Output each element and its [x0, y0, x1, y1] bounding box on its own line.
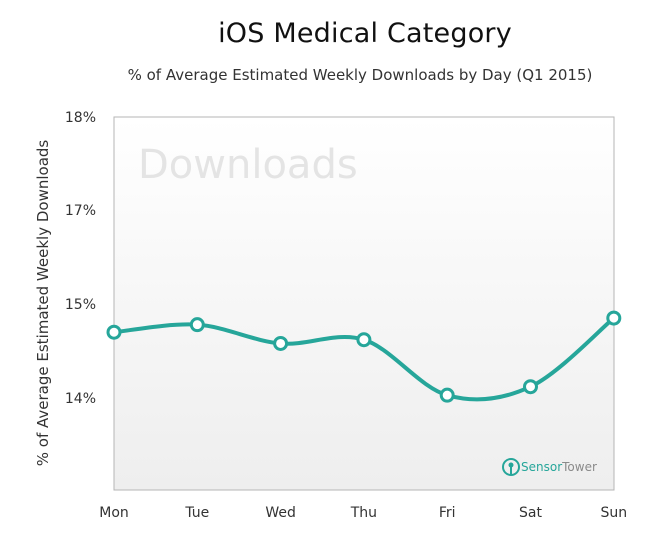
chart-title: iOS Medical Category	[218, 18, 512, 49]
data-point-fri	[439, 387, 455, 403]
y-tick-label: 15%	[65, 297, 96, 313]
data-point-mon	[106, 324, 122, 340]
y-axis-label: % of Average Estimated Weekly Downloads	[34, 140, 52, 467]
chart-subtitle: % of Average Estimated Weekly Downloads …	[127, 66, 593, 84]
data-points	[106, 310, 622, 403]
logo-text-sensor: Sensor	[521, 460, 562, 474]
x-tick-label: Thu	[350, 505, 377, 521]
sensor-tower-logo-icon	[502, 458, 520, 476]
x-tick-label: Sat	[519, 505, 542, 521]
y-tick-labels: 18% 17% 15% 14%	[65, 110, 96, 407]
sensor-tower-logo: SensorTower	[502, 458, 597, 476]
logo-text-tower: Tower	[561, 460, 597, 474]
data-point-sat	[523, 379, 538, 395]
sensor-tower-wordmark: SensorTower	[521, 460, 597, 474]
data-point-thu	[356, 332, 372, 348]
x-tick-label: Sun	[600, 505, 627, 521]
y-tick-label: 18%	[65, 110, 96, 126]
x-tick-label: Mon	[99, 505, 129, 521]
y-tick-label: 17%	[65, 203, 96, 219]
plot-area	[113, 116, 615, 491]
x-tick-label: Fri	[439, 505, 456, 521]
data-point-tue	[189, 317, 205, 333]
data-point-sun	[606, 310, 622, 326]
x-tick-label: Wed	[265, 505, 296, 521]
x-tick-labels: Mon Tue Wed Thu Fri Sat Sun	[99, 505, 627, 521]
data-point-wed	[273, 335, 289, 351]
y-tick-label: 14%	[65, 391, 96, 407]
watermark-text: Downloads	[138, 142, 358, 188]
x-tick-label: Tue	[184, 505, 209, 521]
